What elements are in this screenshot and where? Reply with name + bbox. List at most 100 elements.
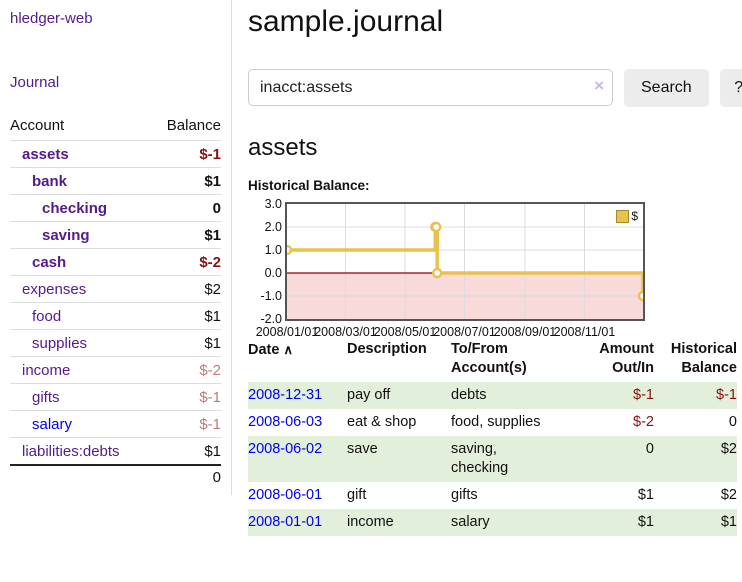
- account-row: saving $1: [10, 221, 221, 249]
- account-row: bank $1: [10, 167, 221, 195]
- x-tick-label: 2008/11/01: [553, 325, 616, 339]
- account-row: gifts $-1: [10, 383, 221, 411]
- y-tick-label: 2.0: [264, 220, 282, 234]
- search-button[interactable]: Search: [624, 69, 709, 107]
- transaction-date-link[interactable]: 2008-06-03: [248, 414, 323, 430]
- account-row: food $1: [10, 302, 221, 330]
- data-point-marker: [431, 221, 442, 233]
- transaction-row: 2008-01-01 income salary $1 $1: [248, 509, 737, 536]
- clear-search-icon[interactable]: ×: [594, 76, 604, 95]
- y-tick-label: 3.0: [264, 197, 282, 211]
- transaction-description: gift: [347, 487, 367, 503]
- account-link[interactable]: income: [22, 361, 71, 379]
- account-link[interactable]: assets: [22, 145, 69, 163]
- transaction-balance: $2: [720, 441, 737, 457]
- x-tick-label: 2008/07/01: [433, 325, 496, 339]
- legend-label: $: [631, 209, 638, 223]
- account-balance: $1: [151, 167, 221, 195]
- transaction-balance: $1: [720, 514, 737, 530]
- main-content: sample.journal × Search ? assets Histori…: [232, 0, 742, 536]
- column-header-description: Description: [347, 341, 427, 357]
- transaction-amount: $1: [637, 514, 654, 530]
- search-bar: × Search ?: [248, 69, 742, 107]
- account-link[interactable]: expenses: [22, 280, 87, 298]
- transaction-date-link[interactable]: 2008-06-01: [248, 487, 323, 503]
- x-tick-label: 2008/01/01: [255, 325, 319, 339]
- account-balance: $2: [151, 275, 221, 303]
- account-row: assets $-1: [10, 140, 221, 168]
- page-title: sample.journal: [248, 5, 444, 38]
- column-header-amount: Amount Out/In: [599, 341, 654, 376]
- x-tick-label: 2008/03/01: [314, 325, 377, 339]
- account-row: liabilities:debts $1: [10, 437, 221, 465]
- account-balance: $1: [151, 329, 221, 357]
- sidebar: hledger-web Journal Account Balance asse…: [0, 0, 232, 495]
- account-row: income $-2: [10, 356, 221, 384]
- transaction-row: 2008-12-31 pay off debts $-1 $-1: [248, 382, 737, 409]
- accounts-header-balance: Balance: [166, 117, 221, 134]
- account-link[interactable]: bank: [32, 172, 68, 190]
- transactions-table: Date ∧ Description To/From Account(s) Am…: [248, 338, 737, 536]
- accounts-header-account: Account: [10, 117, 65, 134]
- transaction-row: 2008-06-02 save saving, checking 0 $2: [248, 436, 737, 482]
- transaction-date-link[interactable]: 2008-12-31: [248, 387, 323, 403]
- account-row: checking 0: [10, 194, 221, 222]
- sidebar-item-journal[interactable]: Journal: [10, 74, 60, 91]
- chart-title: Historical Balance:: [248, 178, 370, 193]
- transaction-amount: 0: [645, 441, 654, 457]
- account-balance: $1: [151, 302, 221, 330]
- x-tick-label: 2008/09/01: [493, 325, 557, 339]
- accounts-total-row: 0: [10, 464, 221, 489]
- transaction-amount: $1: [637, 487, 654, 503]
- account-link[interactable]: checking: [42, 199, 108, 217]
- column-header-balance: Historical Balance: [670, 341, 737, 376]
- transaction-date-link[interactable]: 2008-01-01: [248, 514, 323, 530]
- hledger-web-page: hledger-web Journal Account Balance asse…: [0, 0, 742, 536]
- app-title-link[interactable]: hledger-web: [10, 10, 93, 27]
- transaction-description: income: [347, 514, 394, 530]
- account-balance: $-1: [151, 410, 221, 438]
- transaction-description: save: [347, 441, 378, 457]
- account-balance: $-1: [151, 140, 221, 168]
- transaction-balance: 0: [728, 414, 737, 430]
- column-header-accounts: To/From Account(s): [451, 341, 527, 376]
- account-link[interactable]: food: [32, 307, 62, 325]
- account-balance: $-2: [151, 356, 221, 384]
- account-link[interactable]: cash: [32, 253, 67, 271]
- transaction-description: pay off: [347, 387, 391, 403]
- accounts-total-value: 0: [151, 464, 221, 489]
- account-heading: assets: [248, 134, 318, 161]
- sort-asc-icon: ∧: [283, 342, 293, 357]
- account-link[interactable]: supplies: [32, 334, 88, 352]
- transaction-row: 2008-06-03 eat & shop food, supplies $-2 0: [248, 409, 737, 436]
- transaction-date-link[interactable]: 2008-06-02: [248, 441, 323, 457]
- account-balance: $1: [151, 437, 221, 465]
- transaction-amount: $-1: [633, 387, 654, 403]
- transaction-amount: $-2: [633, 414, 654, 430]
- account-balance: $-2: [151, 248, 221, 276]
- y-tick-label: 0.0: [264, 266, 282, 280]
- account-link[interactable]: gifts: [32, 388, 60, 406]
- account-row: expenses $2: [10, 275, 221, 303]
- transaction-description: eat & shop: [347, 414, 417, 430]
- transaction-balance: $2: [720, 487, 737, 503]
- y-tick-label: -2.0: [260, 312, 282, 326]
- chart-plot-area: $3.0 2.0 1.0 0.0 -1.0 -2.0 2008/01/01 2008/03/0…: [256, 197, 645, 339]
- x-tick-label: 2008/05/01: [373, 325, 437, 339]
- account-link[interactable]: liabilities:debts: [22, 442, 120, 460]
- account-link[interactable]: saving: [42, 226, 90, 244]
- account-link[interactable]: salary: [32, 415, 73, 433]
- data-point-marker: [287, 244, 293, 256]
- legend-swatch: [616, 209, 630, 223]
- historical-balance-chart: $3.0 2.0 1.0 0.0 -1.0 -2.0 2008/01/01 2008/03/0…: [256, 197, 645, 339]
- account-balance: $1: [151, 221, 221, 249]
- search-input[interactable]: [248, 69, 613, 106]
- transaction-accounts: food, supplies: [451, 414, 541, 430]
- transaction-accounts: salary: [451, 514, 490, 530]
- help-button[interactable]: ?: [719, 69, 742, 107]
- account-row: cash $-2: [10, 248, 221, 276]
- y-tick-label: 1.0: [264, 243, 282, 257]
- search-box: ×: [248, 69, 613, 107]
- column-header-date[interactable]: Date ∧: [248, 342, 293, 358]
- transaction-row: 2008-06-01 gift gifts $1 $2: [248, 482, 737, 509]
